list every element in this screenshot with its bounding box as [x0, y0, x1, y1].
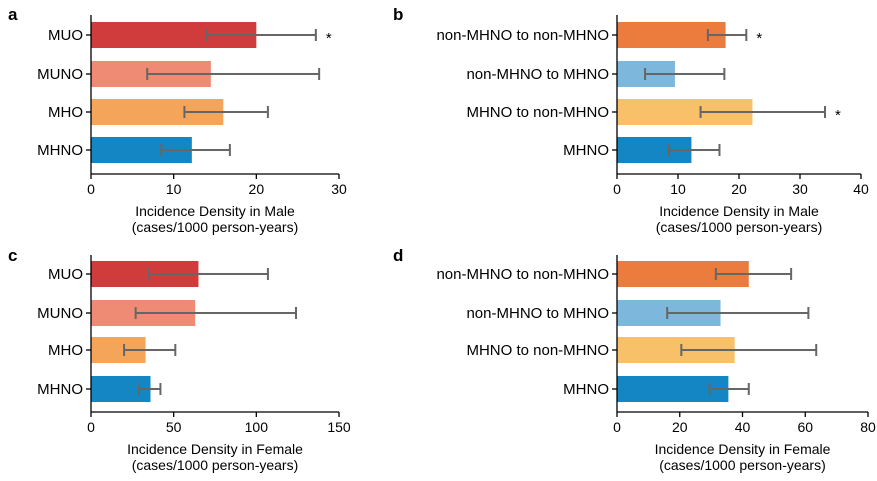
x-tick-label: 150	[327, 419, 351, 435]
x-tick-label: 20	[249, 181, 265, 197]
panel-letter: c	[8, 246, 17, 265]
category-label: MUO	[48, 27, 83, 44]
panel-c: c MUO MUNO MHO MHNO 0 50 100 150 Incidence Densit…	[8, 246, 351, 473]
x-tick-label: 40	[853, 181, 869, 197]
category-label: MHNO to non-MHNO	[466, 342, 609, 359]
category-label: MHNO	[563, 381, 609, 398]
error-bar	[667, 144, 721, 156]
significance-marker: *	[756, 30, 762, 47]
x-tick-label: 20	[731, 181, 747, 197]
x-axis-units: (cases/1000 person-years)	[132, 457, 299, 473]
x-tick-label: 80	[860, 419, 876, 435]
x-tick-label: 30	[331, 181, 347, 197]
category-label: non-MHNO to non-MHNO	[436, 266, 609, 283]
x-tick-label: 30	[792, 181, 808, 197]
x-axis-units: (cases/1000 person-years)	[132, 219, 299, 235]
panel-d: d non-MHNO to non-MHNO non-MHNO to MHNO MHN…	[393, 246, 876, 473]
x-tick-label: 0	[613, 419, 621, 435]
error-bar	[147, 268, 269, 280]
x-axis-units: (cases/1000 person-years)	[656, 219, 823, 235]
category-label: non-MHNO to MHNO	[466, 66, 609, 83]
x-axis-title: Incidence Density in Female	[127, 441, 303, 457]
x-tick-label: 20	[672, 419, 688, 435]
x-tick-label: 0	[613, 181, 621, 197]
category-label: MHNO	[37, 381, 83, 398]
significance-marker: *	[835, 107, 841, 124]
x-tick-label: 60	[797, 419, 813, 435]
category-label: MHO	[48, 104, 83, 121]
category-label: MUNO	[37, 66, 83, 83]
x-tick-label: 40	[735, 419, 751, 435]
error-bar	[205, 29, 317, 41]
error-bar	[714, 268, 793, 280]
error-bar	[137, 383, 162, 395]
error-bar	[160, 144, 231, 156]
panel-letter: d	[393, 246, 403, 265]
x-axis-title: Incidence Density in Female	[655, 441, 831, 457]
x-tick-label: 0	[87, 419, 95, 435]
x-axis-units: (cases/1000 person-years)	[659, 457, 826, 473]
error-bar	[123, 344, 177, 356]
panel-letter: b	[393, 5, 403, 24]
error-bar	[146, 68, 321, 80]
category-label: MUNO	[37, 305, 83, 322]
error-bar	[183, 106, 269, 118]
x-tick-label: 50	[166, 419, 182, 435]
x-tick-label: 0	[87, 181, 95, 197]
error-bar	[666, 307, 810, 319]
category-label: MHNO	[563, 142, 609, 159]
category-label: MHNO to non-MHNO	[466, 104, 609, 121]
panel-letter: a	[8, 5, 18, 24]
x-tick-label: 10	[166, 181, 182, 197]
category-label: MUO	[48, 266, 83, 283]
category-label: MHNO	[37, 142, 83, 159]
x-axis-title: Incidence Density in Male	[135, 203, 295, 219]
x-tick-label: 10	[670, 181, 686, 197]
category-label: non-MHNO to MHNO	[466, 305, 609, 322]
category-label: MHO	[48, 342, 83, 359]
error-bar	[699, 106, 827, 118]
error-bar	[706, 29, 748, 41]
error-bar	[708, 383, 750, 395]
panel-a: a MUO * MUNO MHO MHNO 0 10 20 30 Incidence Density…	[8, 5, 347, 235]
category-label: non-MHNO to non-MHNO	[436, 27, 609, 44]
error-bar	[680, 344, 818, 356]
error-bar	[644, 68, 726, 80]
error-bar	[134, 307, 298, 319]
x-axis-title: Incidence Density in Male	[659, 203, 819, 219]
x-tick-label: 100	[245, 419, 269, 435]
significance-marker: *	[326, 30, 332, 47]
panel-b: b non-MHNO to non-MHNO * non-MHNO to MHNO MH…	[393, 5, 869, 235]
